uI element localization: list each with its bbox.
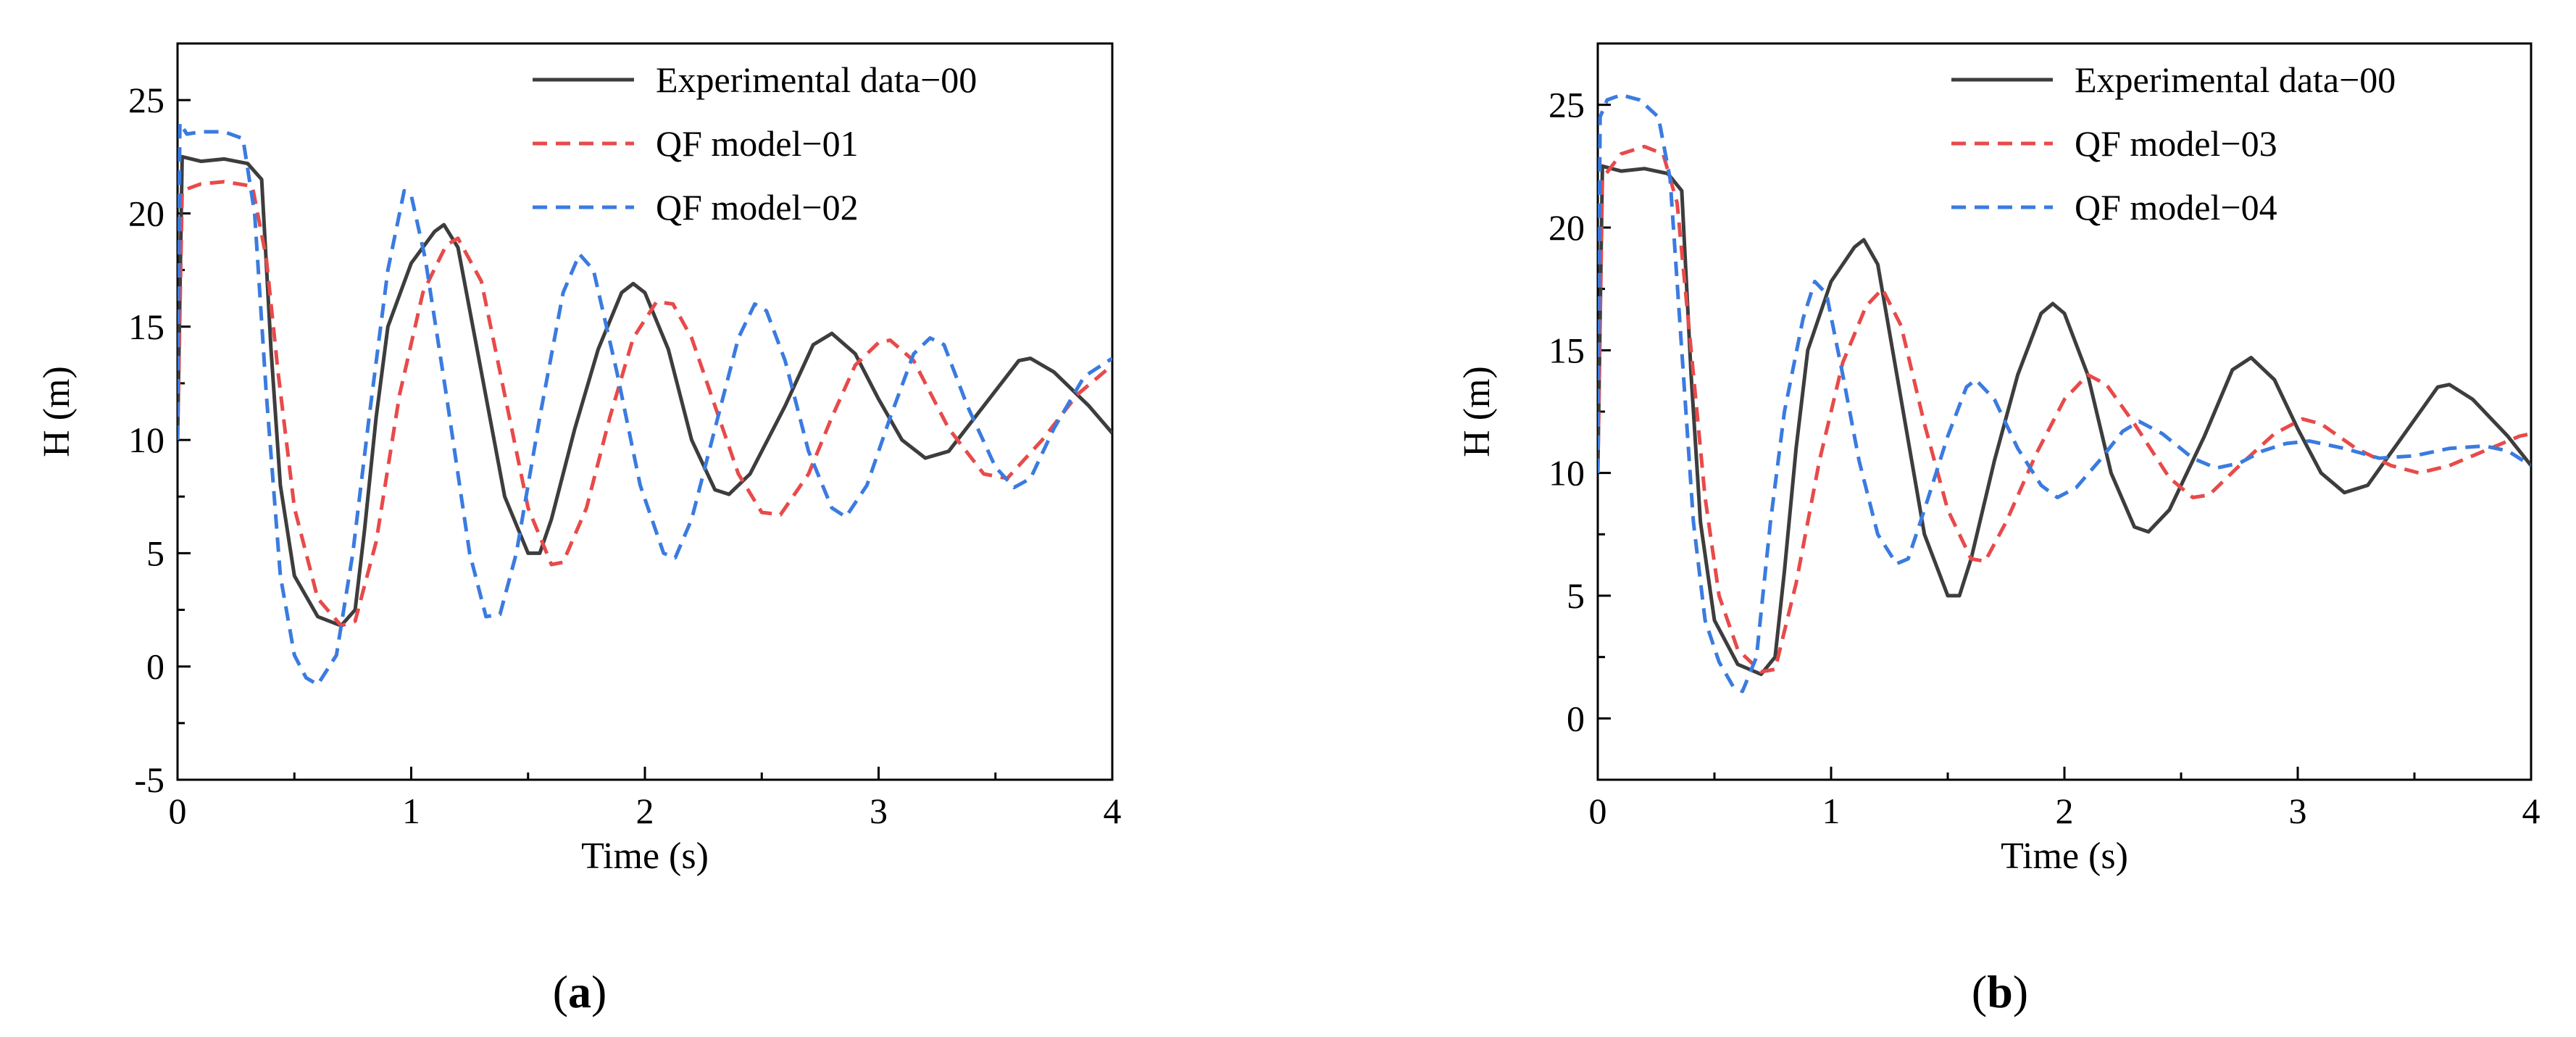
y-tick-label: 5 bbox=[146, 533, 164, 573]
y-tick-label: 10 bbox=[1548, 453, 1585, 493]
legend-label: QF model−01 bbox=[656, 123, 859, 164]
x-tick-label: 4 bbox=[1104, 791, 1122, 831]
x-tick-label: 3 bbox=[2289, 791, 2307, 831]
x-tick-label: 3 bbox=[870, 791, 888, 831]
y-tick-label: -5 bbox=[134, 759, 164, 800]
y-tick-label: 25 bbox=[128, 80, 164, 120]
series-line-2 bbox=[1598, 93, 2531, 694]
y-tick-label: 15 bbox=[128, 307, 164, 347]
y-tick-label: 20 bbox=[128, 193, 164, 233]
legend-label: QF model−04 bbox=[2075, 187, 2277, 228]
x-tick-label: 4 bbox=[2522, 791, 2540, 831]
series-line-1 bbox=[178, 180, 1112, 628]
series-line-0 bbox=[178, 154, 1112, 628]
series-line-0 bbox=[1598, 164, 2531, 676]
x-tick-label: 0 bbox=[1589, 791, 1607, 831]
panel-label: (a) bbox=[553, 966, 607, 1017]
y-tick-label: 20 bbox=[1548, 207, 1585, 248]
y-axis-title: H (m) bbox=[1456, 366, 1498, 457]
x-tick-label: 2 bbox=[636, 791, 654, 831]
series-line-2 bbox=[178, 120, 1112, 687]
series-line-1 bbox=[1598, 144, 2531, 674]
y-tick-label: 0 bbox=[1567, 698, 1585, 738]
y-tick-label: 5 bbox=[1567, 575, 1585, 616]
legend-label: QF model−03 bbox=[2075, 123, 2277, 164]
plot-frame bbox=[1596, 42, 2533, 781]
plot-frame bbox=[176, 42, 1114, 781]
x-tick-label: 1 bbox=[1822, 791, 1841, 831]
x-axis-title: Time (s) bbox=[581, 836, 709, 877]
panel-label: (b) bbox=[1972, 966, 2028, 1017]
legend-label: Experimental data−00 bbox=[2075, 59, 2396, 100]
x-tick-label: 0 bbox=[169, 791, 187, 831]
y-tick-label: 25 bbox=[1548, 85, 1585, 125]
chart-panel-b: 0 1 2 3 4 0 5 10 15 20 25 Time (s) H (m) Experimental… bbox=[1456, 42, 2540, 1017]
y-axis-title: H (m) bbox=[36, 366, 78, 457]
x-tick-label: 1 bbox=[402, 791, 420, 831]
legend-label: QF model−02 bbox=[656, 187, 859, 228]
y-tick-label: 15 bbox=[1548, 330, 1585, 370]
y-tick-label: 0 bbox=[146, 646, 164, 687]
x-tick-label: 2 bbox=[2056, 791, 2074, 831]
legend-label: Experimental data−00 bbox=[656, 59, 977, 100]
x-axis-title: Time (s) bbox=[2001, 836, 2128, 877]
y-tick-label: 10 bbox=[128, 420, 164, 460]
